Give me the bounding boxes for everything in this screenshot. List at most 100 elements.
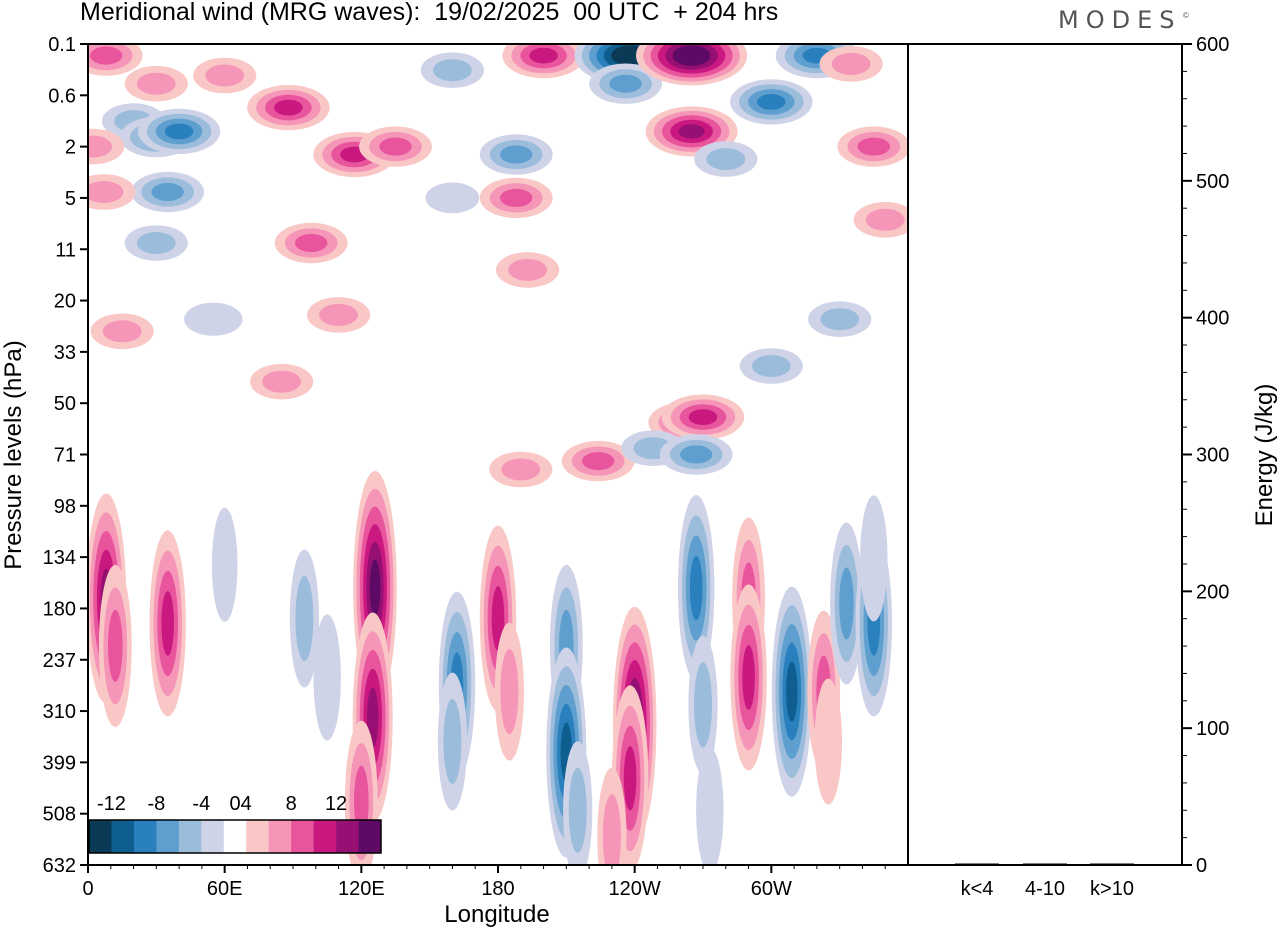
wind-blob [88,128,125,165]
wind-contour [742,645,755,710]
wind-contour [706,148,746,171]
pressure-tick-label: 399 [43,752,76,774]
pressure-tick-label: 11 [55,239,76,261]
wind-contour [602,794,621,865]
wind-contour [295,234,328,252]
energy-category-label: k>10 [1090,878,1134,900]
wind-blob [696,747,724,865]
pressure-tick-label: 5 [65,188,76,210]
colorbar-label: 8 [286,793,297,815]
energy-bar [1023,863,1067,865]
energy-bar [1090,863,1134,865]
pressure-tick-label: 2 [65,137,76,159]
pressure-axis: 0.1 0.6 2 5 11 20 33 50 71 98 134 180 237 310 399 508 63… [43,34,88,877]
wind-contour [500,649,519,735]
wind-contour [679,49,704,62]
wind-contour [618,49,642,62]
colorbar-swatch [358,820,382,853]
wind-contour [500,145,533,164]
wind-contour [262,370,301,393]
wind-contour [839,567,854,640]
pressure-tick-label: 98 [54,496,76,518]
energy-bar [955,863,999,865]
wind-blob [659,434,733,475]
pressure-tick-label: 33 [54,342,76,364]
wind-blob [561,440,635,482]
wind-contour [369,559,381,617]
wind-blob [808,301,872,338]
wind-blob [124,225,188,261]
pressure-tick-label: 310 [43,701,76,723]
pressure-tick-label: 0.1 [48,34,76,56]
wind-contour [568,767,587,853]
wind-blob [88,174,136,210]
wind-contour [689,555,703,621]
wind-blob [124,65,188,102]
energy-axis-title: Energy (J/kg) [1251,384,1278,527]
energy-category-label: k<4 [961,878,994,900]
wind-contour [102,320,142,343]
wind-blob [837,126,908,167]
pressure-tick-label: 632 [43,855,76,877]
copyright-mark: © [1183,11,1189,20]
wind-contour [136,72,176,95]
pressure-tick-label: 508 [43,804,76,826]
wind-contour [501,458,541,481]
wind-contour [274,99,303,116]
longitude-tick-label: 60W [751,878,792,900]
wind-blob [589,63,662,104]
longitude-tick-label: 120W [609,878,661,900]
longitude-tick-label: 180 [481,878,514,900]
energy-tick-label: 300 [1196,445,1229,467]
colorbar-swatch [156,820,180,853]
wind-blob [661,394,745,440]
wind-contour [831,52,871,75]
energy-tick-label: 600 [1196,34,1229,56]
wind-blob [636,44,748,86]
wind-blob [494,622,524,761]
colorbar-legend: -12 -8 -4 0 4 8 12 [88,793,382,854]
wind-blob [479,134,553,175]
wind-contour [609,74,642,93]
wind-blob [739,348,803,384]
wind-contour [582,452,615,471]
colorbar-swatch [133,820,157,853]
longitude-tick-label: 120E [338,878,385,900]
wind-blob [830,522,863,685]
colorbar-swatch [201,820,225,853]
wind-blob [479,177,553,219]
wind-blob [597,767,627,865]
wind-blob [90,313,154,350]
colorbar-label: -12 [97,793,126,815]
wind-blob [502,44,585,79]
wind-contour [161,591,174,656]
energy-tick-label: 200 [1196,581,1229,603]
energy-tick-label: 500 [1196,171,1229,193]
wind-blob [489,451,553,488]
energy-frame [907,43,1183,866]
energy-tick-label: 400 [1196,308,1229,330]
pressure-tick-label: 134 [43,547,76,569]
wind-contour [820,308,860,331]
wind-blob [184,302,243,336]
wind-contour [500,188,533,207]
colorbar-swatch [246,820,269,853]
energy-tick-label: 100 [1196,718,1229,740]
wind-contour [433,59,472,82]
wind-contour [529,47,558,64]
wind-contour [88,135,112,158]
wind-blob [853,202,908,238]
pressure-tick-label: 71 [54,445,76,467]
longitude-axis: 0 60E 120E 180 120W 60W [82,865,886,900]
wind-contour [814,678,842,805]
colorbar-swatch [89,820,112,853]
wind-contour [688,409,718,425]
pressure-tick-label: 20 [54,291,76,313]
colorbar-label: 0 [229,793,240,815]
wind-contour [694,662,712,748]
wind-blob [688,635,718,774]
wind-contour [696,747,724,865]
colorbar-label: 4 [241,793,252,815]
wind-contour [379,137,412,156]
